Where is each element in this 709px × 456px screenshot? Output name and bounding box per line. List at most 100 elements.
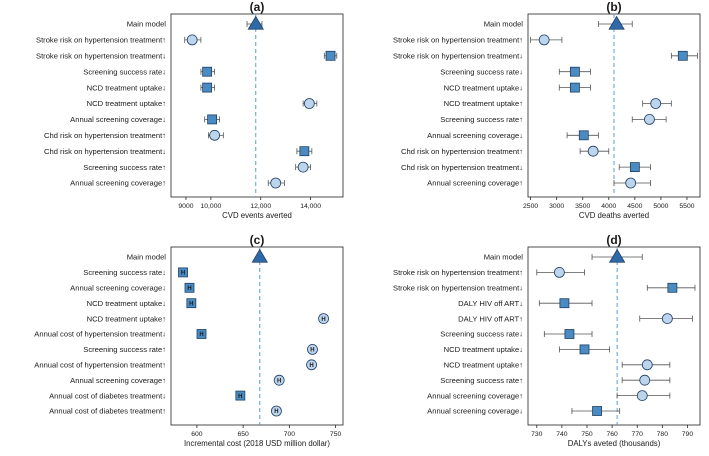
panel-c-xtick-label: 750 <box>330 431 342 438</box>
panel-d-frame <box>527 246 701 426</box>
panel-a: (a) 9000 10,000 12,000 14,000 CVD events aver… <box>36 0 344 220</box>
panel-d-letter: (d) <box>606 233 621 247</box>
panel-c-square-marker <box>235 390 246 401</box>
panel-c-row-label: NCD treatment uptake↑ <box>87 314 166 323</box>
panel-b-row-label: Chd risk on hypertension treatment↓ <box>401 163 523 172</box>
panel-b-xtick-label: 5500 <box>679 203 694 210</box>
panel-b-row-label: Stroke risk on hypertension treatment↑ <box>393 36 523 45</box>
panel-d-xtick-label: 780 <box>657 431 669 438</box>
panel-d-row-label: Annual screening coverage↑ <box>427 391 523 400</box>
panel-b-row-label: Screening success rate↓ <box>440 67 523 76</box>
panel-b-xtick-label: 5000 <box>653 203 668 210</box>
panel-b-row-label: Screening success rate↑ <box>440 115 523 124</box>
panel-c-row-label: Main model <box>127 253 167 262</box>
panel-c-marker-letter: H <box>181 271 185 277</box>
panel-d-circle-marker <box>641 359 653 371</box>
panel-a-row-label: Main model <box>127 20 167 29</box>
panel-a-square-marker <box>325 50 336 61</box>
panel-c-row-label: Annual screening coverage↑ <box>70 376 166 385</box>
panel-d-xtick-label: 760 <box>606 431 618 438</box>
panel-a-circle-marker <box>186 34 198 46</box>
panel-c-square-marker <box>184 282 195 293</box>
panel-c-marker-letter: H <box>238 394 242 400</box>
panel-c-marker-letter: H <box>199 332 203 338</box>
panel-b-square-marker <box>629 162 640 173</box>
panel-c-marker-letter: H <box>187 286 191 292</box>
panel-a-square-marker <box>202 66 213 77</box>
panel-d-row-label: NCD treatment uptake↓ <box>444 345 523 354</box>
panel-a-xtick-label: 10,000 <box>200 203 221 210</box>
panel-d-main-model-marker <box>608 248 626 263</box>
panel-a-xtick-label: 9000 <box>178 203 193 210</box>
panel-c-circle-marker <box>271 405 282 417</box>
panel-d-square-marker <box>592 406 602 416</box>
panel-c-row-label: Annual cost of diabetes treatment↑ <box>49 407 166 416</box>
panel-c-circle-marker <box>306 359 317 371</box>
panel-d-circle-marker <box>636 390 648 402</box>
panel-a-row-label: Stroke risk on hypertension treatment↑ <box>36 36 166 45</box>
panel-c-row-label: Screening success rate↑ <box>83 345 166 354</box>
panel-b-xtick-label: 4500 <box>627 203 642 210</box>
panel-c-circle-marker <box>307 343 318 355</box>
panel-c-marker-letter: H <box>277 378 281 384</box>
panel-b-main-model-marker <box>608 15 625 30</box>
panel-b-square-marker <box>570 82 580 93</box>
panel-b-x-axis-title: CVD deaths averted <box>579 211 649 220</box>
panel-a-row-label: NCD treatment uptake↑ <box>87 99 166 108</box>
panel-b-xtick-label: 2500 <box>523 203 538 210</box>
panel-d-row-label: Stroke risk on hypertension treatment↑ <box>393 268 523 277</box>
panel-d-circle-marker <box>639 374 651 386</box>
panel-b-circle-marker <box>587 145 599 157</box>
panel-c-square-marker <box>196 329 207 339</box>
panel-d-row-label: NCD treatment uptake↑ <box>444 361 523 370</box>
panel-c-main-model-marker <box>251 248 268 263</box>
panel-a-square-marker <box>299 146 310 157</box>
panel-b-row-label: NCD treatment uptake↓ <box>444 83 523 92</box>
panel-d-square-marker <box>667 282 678 293</box>
panel-a-circle-marker <box>303 98 315 109</box>
panel-d-x-axis-title: DALYs aveted (thousands) <box>568 439 661 448</box>
panel-c-marker-letter: H <box>309 363 313 369</box>
panel-a-row-label: Chd risk on hypertension treatment↑ <box>44 131 166 140</box>
panel-a-row-label: NCD treatment uptake↓ <box>87 83 166 92</box>
panel-d-circle-marker <box>661 313 673 325</box>
panel-a-square-marker <box>207 114 218 125</box>
panel-d-xtick-label: 740 <box>556 431 568 438</box>
panel-b-row-label: NCD treatment uptake↑ <box>444 99 523 108</box>
panel-c-row-label: NCD treatment uptake↓ <box>87 299 166 308</box>
panel-b-row-label: Annual screening coverage↑ <box>427 179 523 188</box>
panel-d-row-label: Screening success rate↓ <box>440 330 523 339</box>
panel-a-row-label: Annual screening coverage↑ <box>70 179 166 188</box>
panel-d-row-label: DALY HIV off ART↑ <box>458 314 523 323</box>
panel-c-square-marker <box>178 267 188 278</box>
panel-a-letter: (a) <box>250 0 265 14</box>
panel-d-circle-marker <box>553 266 565 278</box>
panel-c-marker-letter: H <box>274 409 278 415</box>
panel-a-row-label: Screening success rate↑ <box>83 163 166 172</box>
panel-a-row-label: Annual screening coverage↓ <box>70 115 166 124</box>
panel-b: (b) 2500 3000 3500 4000 4500 5000 5500 CVD death… <box>393 0 701 220</box>
panel-d-row-label: Screening success rate↑ <box>440 376 523 385</box>
panel-a-xtick-label: 14,000 <box>300 203 321 210</box>
panel-b-xtick-label: 3500 <box>575 203 590 210</box>
panel-d-row-label: DALY HIV off ART↓ <box>458 299 523 308</box>
panel-a-frame <box>170 13 344 198</box>
panel-a-x-axis-title: CVD events averted <box>222 211 292 220</box>
panel-c-marker-letter: H <box>310 348 314 354</box>
panel-a-main-model-marker <box>247 15 264 30</box>
panel-c-xtick-label: 650 <box>237 431 249 438</box>
panel-b-square-marker <box>570 66 580 77</box>
panel-d-row-label: Stroke risk on hypertension treatment↓ <box>393 284 523 293</box>
panel-c-row-label: Screening success rate↓ <box>83 268 166 277</box>
panel-a-circle-marker <box>270 177 282 189</box>
panel-c-marker-letter: H <box>189 301 193 307</box>
panel-c-row-label: Annual cost of diabetes treatment↓ <box>49 391 166 400</box>
panel-b-square-marker <box>578 130 589 141</box>
panel-d-square-marker <box>579 344 590 355</box>
panel-d-row-label: Annual screening coverage↓ <box>427 407 523 416</box>
panel-a-circle-marker <box>209 129 221 141</box>
panel-b-circle-marker <box>625 177 637 189</box>
panel-c-xtick-label: 700 <box>284 431 296 438</box>
panel-b-row-label: Main model <box>484 20 524 29</box>
